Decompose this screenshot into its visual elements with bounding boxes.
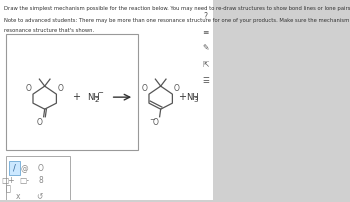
Text: 2: 2 [95, 97, 99, 103]
Text: −: − [97, 90, 103, 96]
Text: O: O [57, 84, 63, 93]
Text: O: O [142, 84, 148, 93]
Text: +: + [178, 92, 186, 102]
Bar [8, 161, 20, 175]
Text: Note to advanced students: There may be more than one resonance structure for on: Note to advanced students: There may be … [4, 18, 350, 23]
Text: O: O [26, 84, 32, 93]
Text: O: O [174, 84, 179, 93]
Text: Draw the simplest mechanism possible for the reaction below. You may need to re-: Draw the simplest mechanism possible for… [4, 6, 350, 11]
Text: /: / [13, 164, 16, 173]
Text: ⌣: ⌣ [6, 185, 11, 194]
Text: O: O [37, 118, 43, 127]
Text: □-: □- [20, 176, 29, 185]
Text: resonance structure that's shown.: resonance structure that's shown. [4, 28, 94, 33]
Text: ✎: ✎ [202, 44, 209, 53]
Text: O: O [153, 118, 159, 127]
Text: ?: ? [203, 12, 208, 21]
Text: 8: 8 [38, 176, 43, 185]
Text: x: x [16, 192, 20, 201]
Text: +: + [71, 92, 79, 102]
Text: ≡: ≡ [202, 27, 209, 37]
Text: −: − [149, 117, 155, 123]
Text: ↺: ↺ [36, 192, 43, 201]
Text: NH: NH [186, 93, 199, 102]
Text: ☰: ☰ [202, 76, 209, 85]
Text: 3: 3 [194, 97, 198, 103]
Text: NH: NH [87, 93, 100, 102]
Text: @: @ [21, 164, 28, 173]
Text: ⇱: ⇱ [202, 60, 209, 69]
Text: O: O [37, 164, 43, 173]
Bar [6, 156, 70, 200]
Text: □+: □+ [2, 176, 15, 185]
Bar [6, 34, 138, 150]
